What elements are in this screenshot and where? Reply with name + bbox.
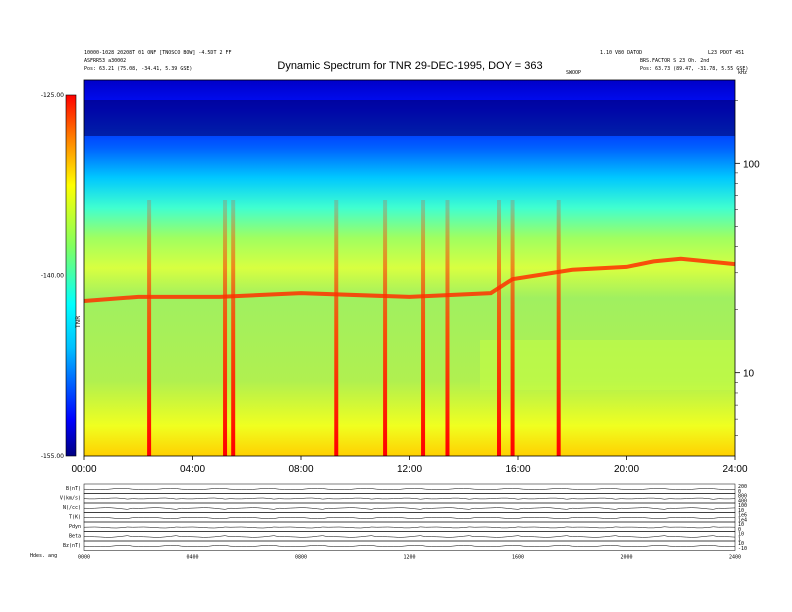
panel-label: Pdyn <box>69 524 81 530</box>
chart-title: Dynamic Spectrum for TNR 29-DEC-1995, DO… <box>277 60 542 72</box>
panel-tick-label: 100 <box>738 503 747 509</box>
radio-burst <box>510 200 515 456</box>
radio-burst <box>383 200 388 456</box>
panel-tick-label: 10 <box>738 532 744 538</box>
panel-tick-label: 1e4 <box>738 518 747 524</box>
panel-label: B(nT) <box>66 486 81 492</box>
x-tick-label: 24:00 <box>722 464 747 475</box>
spectrogram <box>83 79 736 457</box>
x-axis-ticks: 00:00 04:00 08:00 12:00 16:00 20:00 24:00 <box>71 456 748 475</box>
panel-tick-label: 0 <box>738 527 741 533</box>
panel-label: V(km/s) <box>60 496 81 502</box>
panel-frame <box>83 540 736 551</box>
panel-tick-label: 1e6 <box>738 513 747 519</box>
x-tick-label: 00:00 <box>71 464 96 475</box>
panel-frame <box>83 521 736 532</box>
radio-burst <box>421 200 426 456</box>
panel-trace <box>84 517 736 519</box>
panel-tick-label: 200 <box>738 484 747 490</box>
panel-label: Bz(nT) <box>63 543 81 549</box>
panel-label: N(/cc) <box>63 505 81 511</box>
panel-tick-label: 400 <box>738 499 747 505</box>
radio-burst <box>497 200 502 456</box>
radio-burst <box>223 200 228 456</box>
low-frequency-band <box>480 340 735 390</box>
x-tick-label: 16:00 <box>505 464 530 475</box>
panel-tick-label: -10 <box>738 546 747 552</box>
panel-tick-label: 800 <box>738 494 747 500</box>
panel-trace <box>83 545 736 547</box>
panel-x-ticks: 0000 0400 0800 1200 1600 2000 2400 <box>78 555 741 561</box>
radio-burst <box>147 200 152 456</box>
panel-label: T(K) <box>69 515 81 521</box>
colorbar-tick-label: -155.00 <box>41 453 64 460</box>
panel-label: Beta <box>69 534 81 540</box>
panel-trace <box>83 526 736 529</box>
colorbar-tick-label: -125.00 <box>41 92 64 99</box>
radio-burst <box>334 200 339 456</box>
bottom-left-label: Hdes. ang <box>30 553 57 559</box>
colorbar-tick-label: -140.00 <box>41 273 64 280</box>
header-right-line1b: L23 PDOT 451 <box>708 50 744 56</box>
header-left-line2: ASFRR53 a30002 <box>84 58 126 64</box>
panel-x-tick-label: 0400 <box>186 555 198 561</box>
colorbar-ticks: -125.00 -140.00 -155.00 <box>41 92 64 460</box>
panel-trace <box>83 488 735 490</box>
colorbar <box>65 94 77 457</box>
x-tick-label: 12:00 <box>397 464 422 475</box>
header-left-line1: 10000-1028 20208T 01 ONF [TNOSCO BOW] -4… <box>84 50 232 56</box>
khz-unit-label: kHz <box>738 70 747 76</box>
panel-tick-label: 1 <box>738 537 741 543</box>
panel-x-tick-label: 1600 <box>512 555 524 561</box>
high-frequency-band <box>84 100 735 136</box>
panel-trace <box>83 507 736 510</box>
panel-tick-label: 10 <box>738 541 744 547</box>
header-right-line2: BRS.FACTOR S 23 Oh. 2nd <box>640 58 709 64</box>
plasma-line <box>83 256 736 303</box>
panel-tick-label: 0 <box>738 489 741 495</box>
x-tick-label: 20:00 <box>614 464 639 475</box>
panel-x-tick-label: 0800 <box>295 555 307 561</box>
spectrum-background <box>84 80 735 456</box>
panel-frame <box>83 531 736 542</box>
burst-layer <box>147 200 561 456</box>
header-left-pos: Pos: 63.21 (75.08, -34.41, 5.39 GSE) <box>84 66 192 72</box>
panel-tick-label: 10 <box>738 522 744 528</box>
panel-trace <box>83 497 736 500</box>
y-tick-label: 100 <box>743 159 760 170</box>
panel-x-tick-label: 0000 <box>78 555 90 561</box>
panel-tick-label: 10 <box>738 508 744 514</box>
x-tick-label: 08:00 <box>288 464 313 475</box>
radio-burst <box>445 200 450 456</box>
panel-x-tick-label: 2000 <box>620 555 632 561</box>
radio-burst <box>231 200 236 456</box>
x-tick-label: 04:00 <box>180 464 205 475</box>
colorbar-axis-label: TNR <box>75 316 82 329</box>
panel-x-tick-label: 1200 <box>403 555 415 561</box>
event-marker-label: SWOOP <box>566 70 581 76</box>
radio-burst <box>556 200 561 456</box>
panel-trace <box>84 535 736 538</box>
header-right-pos: Pos: 63.73 (89.47, -31.78, 5.55 GSE) <box>640 66 748 72</box>
header-right-line1: 1.10 V80 DATOD <box>600 50 642 56</box>
y-tick-label: 10 <box>743 369 755 380</box>
y-axis-ticks: 100 10 <box>735 100 760 436</box>
panel-x-tick-label: 2400 <box>729 555 741 561</box>
